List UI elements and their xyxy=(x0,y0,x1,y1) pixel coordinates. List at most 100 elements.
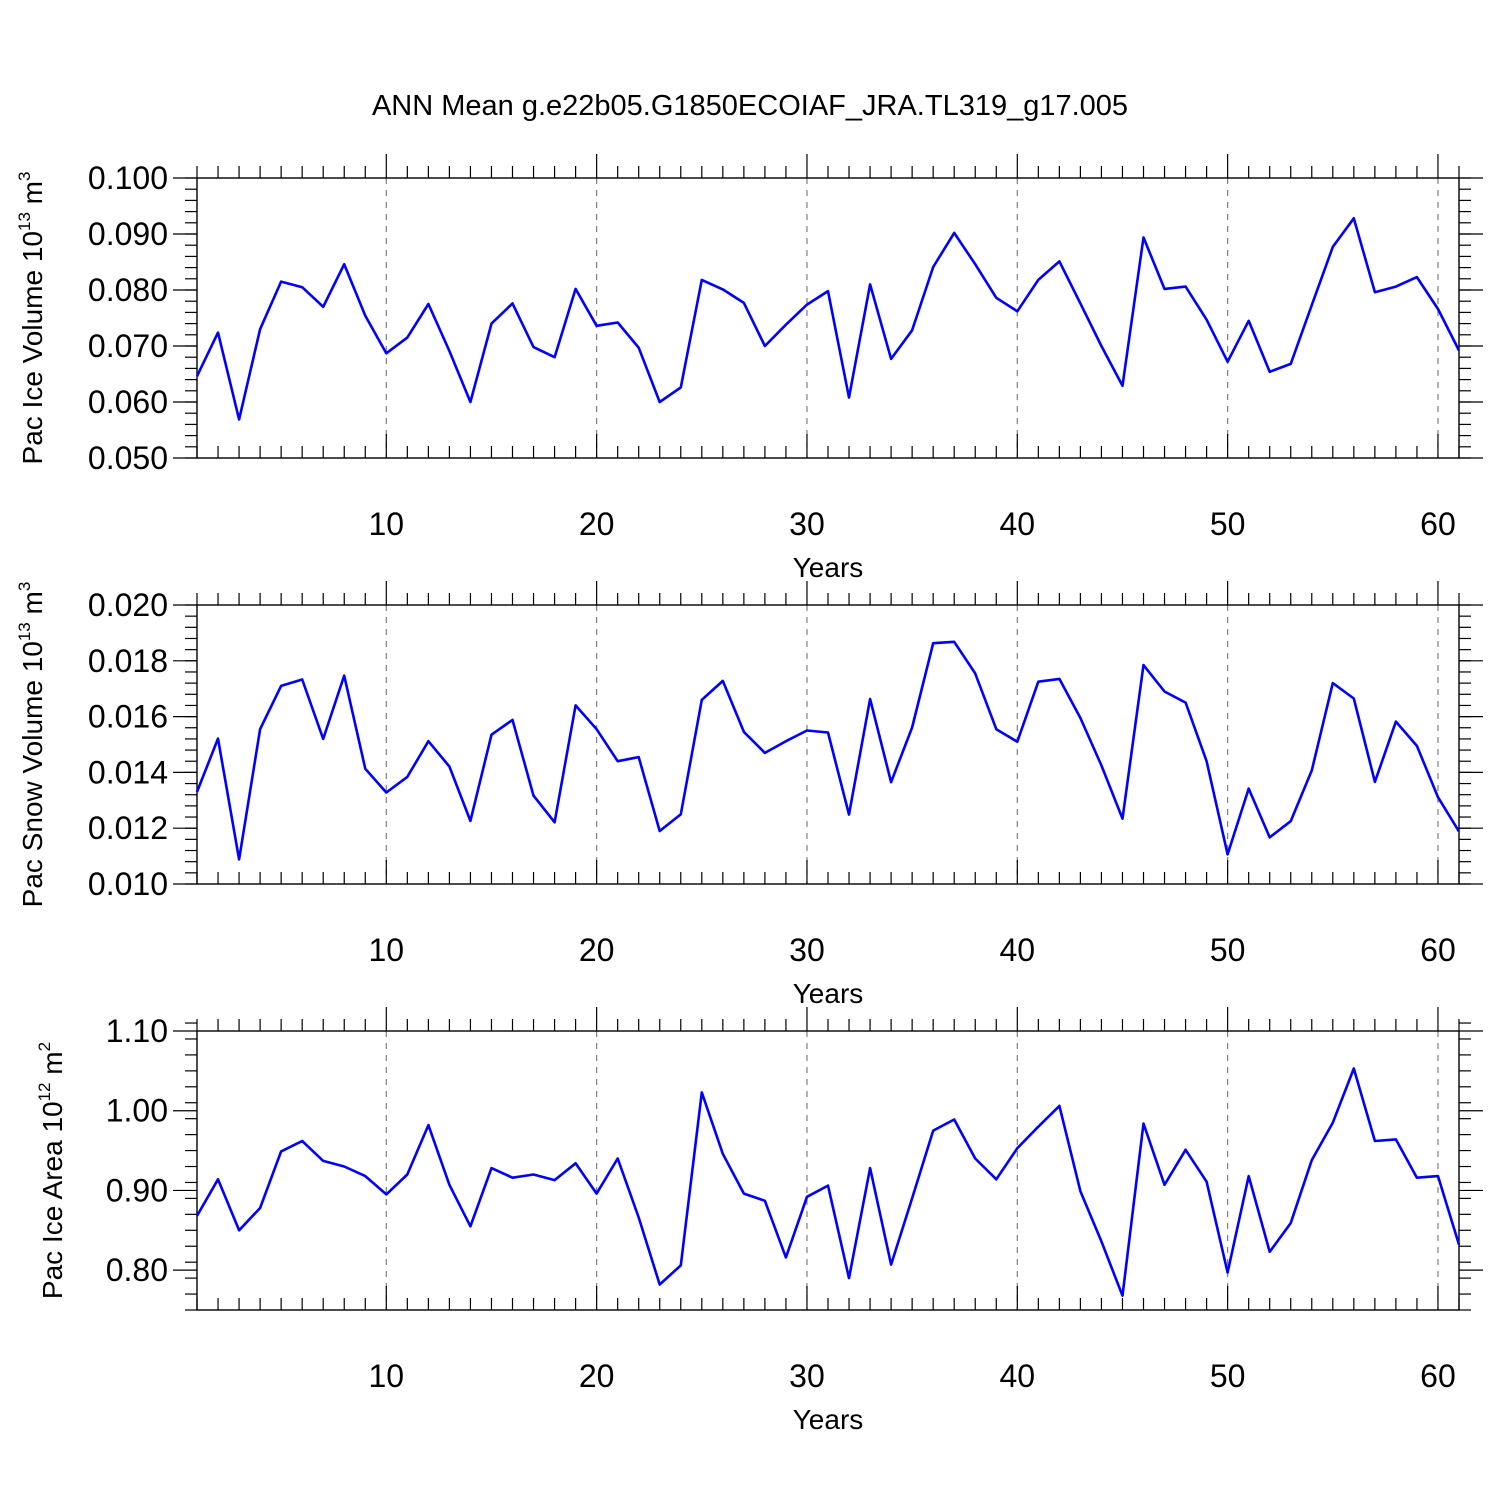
ice-volume-data-point xyxy=(342,262,346,266)
snow-volume-data-point xyxy=(1226,852,1230,856)
ice-volume-data-point xyxy=(1078,301,1082,305)
ice-volume-data-point xyxy=(1099,344,1103,348)
snow-volume-x-axis-label: Years xyxy=(793,978,864,1009)
ice-volume-y-tick-label: 0.080 xyxy=(88,272,168,308)
snow-volume-data-point xyxy=(405,775,409,779)
ice-area-data-point xyxy=(405,1172,409,1176)
ice-area-plot-frame xyxy=(196,1030,1460,1311)
snow-volume-y-axis-label-unit: m xyxy=(17,591,48,622)
snow-volume-data-point xyxy=(553,820,557,824)
ice-volume-y-tick-label: 0.100 xyxy=(88,160,168,196)
snow-volume-data-point xyxy=(1268,835,1272,839)
ice-volume-data-point xyxy=(784,323,788,327)
snow-volume-data-point xyxy=(195,790,199,794)
snow-volume-x-tick-label: 60 xyxy=(1420,932,1456,968)
ice-area-data-point xyxy=(1163,1183,1167,1187)
ice-area-data-point xyxy=(384,1192,388,1196)
snow-volume-data-point xyxy=(616,759,620,763)
ice-volume-data-point xyxy=(1205,318,1209,322)
ice-area-series-line xyxy=(195,1067,1461,1297)
ice-area-data-point xyxy=(784,1255,788,1259)
ice-volume-x-tick-label: 60 xyxy=(1420,506,1456,542)
snow-volume-data-point xyxy=(1184,701,1188,705)
ice-volume-data-point xyxy=(1289,362,1293,366)
ice-volume-data-point xyxy=(742,301,746,305)
ice-area-data-point xyxy=(1268,1250,1272,1254)
ice-area-data-point xyxy=(1289,1221,1293,1225)
snow-volume-data-point xyxy=(1078,716,1082,720)
snow-volume-y-axis-label-exp: 13 xyxy=(15,622,34,641)
ice-area-data-point xyxy=(1015,1146,1019,1150)
ice-volume-y-axis-label-unit-exp: 3 xyxy=(15,172,34,181)
ice-area-data-point xyxy=(300,1139,304,1143)
ice-area-data-point xyxy=(973,1157,977,1161)
ice-area-data-point xyxy=(1226,1271,1230,1275)
snow-volume-data-point xyxy=(1247,787,1251,791)
ice-area-data-point xyxy=(952,1117,956,1121)
snow-volume-y-tick-label: 0.012 xyxy=(88,810,168,846)
snow-volume-data-point xyxy=(721,679,725,683)
snow-volume-data-point xyxy=(574,703,578,707)
ice-area-y-axis-label-main: Pac Ice Area 10 xyxy=(37,1101,68,1299)
snow-volume-data-point xyxy=(826,731,830,735)
ice-area-data-point xyxy=(321,1159,325,1163)
snow-volume-data-point xyxy=(447,765,451,769)
snow-volume-data-point xyxy=(342,674,346,678)
ice-volume-data-point xyxy=(826,289,830,293)
ice-area-x-tick-label: 10 xyxy=(369,1358,405,1394)
ice-area-data-point xyxy=(1205,1180,1209,1184)
ice-volume-data-point xyxy=(237,417,241,421)
ice-volume-y-tick-label: 0.050 xyxy=(88,440,168,476)
ice-area-data-point xyxy=(1247,1174,1251,1178)
snow-volume-data-point xyxy=(595,727,599,731)
ice-volume-data-point xyxy=(1247,319,1251,323)
snow-volume-data-point xyxy=(363,767,367,771)
ice-area-data-point xyxy=(1415,1176,1419,1180)
ice-volume-y-axis-label-unit: m xyxy=(17,181,48,212)
ice-volume-data-point xyxy=(1373,290,1377,294)
snow-volume-data-point xyxy=(784,739,788,743)
ice-area-x-tick-label: 50 xyxy=(1210,1358,1246,1394)
snow-volume-y-tick-label: 0.010 xyxy=(88,866,168,902)
snow-volume-data-point xyxy=(658,829,662,833)
ice-volume-data-point xyxy=(595,324,599,328)
snow-volume-data-point xyxy=(1415,744,1419,748)
ice-area-data-point xyxy=(1184,1148,1188,1152)
ice-area-y-tick-label: 1.00 xyxy=(106,1093,168,1129)
ice-volume-data-point xyxy=(279,280,283,284)
ice-area-x-tick-label: 30 xyxy=(789,1358,825,1394)
ice-area-data-point xyxy=(763,1199,767,1203)
snow-volume-y-axis-label: Pac Snow Volume 1013 m3 xyxy=(15,582,48,908)
ice-volume-data-point xyxy=(1415,275,1419,279)
ice-area-panel: 0.80 0.90 1.00 1.10 10 20 30 40 50 60 Years Pac Ice… xyxy=(35,1007,1483,1435)
ice-volume-x-tick-label: 40 xyxy=(1000,506,1036,542)
snow-volume-data-point xyxy=(973,671,977,675)
ice-area-data-point xyxy=(847,1276,851,1280)
ice-area-y-axis-label-exp: 12 xyxy=(35,1082,54,1101)
snow-volume-panel: 0.010 0.012 0.014 0.016 0.018 0.020 10 20 30 40 50… xyxy=(15,581,1483,1009)
ice-volume-data-point xyxy=(258,327,262,331)
snow-volume-data-point xyxy=(1015,740,1019,744)
ice-area-y-tick-label: 0.90 xyxy=(106,1172,168,1208)
snow-volume-data-point xyxy=(279,684,283,688)
ice-volume-data-point xyxy=(700,278,704,282)
ice-volume-data-point xyxy=(1226,360,1230,364)
snow-volume-data-point xyxy=(384,790,388,794)
snow-volume-data-point xyxy=(1373,780,1377,784)
snow-volume-y-tick-label: 0.020 xyxy=(88,587,168,623)
ice-volume-data-point xyxy=(321,305,325,309)
ice-volume-y-tick-label: 0.060 xyxy=(88,384,168,420)
ice-area-y-tick-label: 1.10 xyxy=(106,1013,168,1049)
ice-volume-data-point xyxy=(532,345,536,349)
figure-title: ANN Mean g.e22b05.G1850ECOIAF_JRA.TL319_… xyxy=(372,90,1128,122)
snow-volume-data-point xyxy=(237,857,241,861)
ice-area-data-point xyxy=(826,1184,830,1188)
snow-volume-series-line xyxy=(195,640,1461,861)
ice-area-y-tick-label: 0.80 xyxy=(106,1252,168,1288)
ice-area-data-point xyxy=(1352,1066,1356,1070)
ice-volume-data-point xyxy=(868,282,872,286)
ice-area-data-point xyxy=(1120,1294,1124,1298)
ice-area-data-point xyxy=(216,1177,220,1181)
ice-area-data-point xyxy=(195,1214,199,1218)
ice-area-data-point xyxy=(237,1228,241,1232)
